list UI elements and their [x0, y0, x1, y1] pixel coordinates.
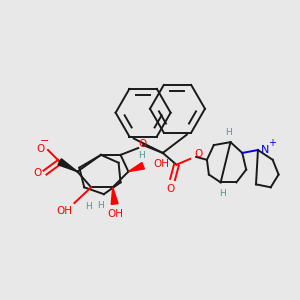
Polygon shape [128, 163, 144, 172]
Text: O: O [138, 139, 146, 149]
Text: O: O [36, 144, 44, 154]
Polygon shape [58, 159, 77, 172]
Text: −: − [40, 136, 50, 146]
Text: H: H [85, 202, 92, 211]
Text: OH: OH [57, 206, 73, 216]
Text: H: H [98, 201, 104, 210]
Text: +: + [268, 138, 276, 148]
Polygon shape [111, 187, 118, 204]
Text: H: H [225, 128, 232, 137]
Text: H: H [138, 152, 145, 160]
Text: O: O [194, 149, 202, 159]
Text: N: N [261, 145, 269, 155]
Text: OH: OH [153, 159, 169, 169]
Text: O: O [167, 184, 175, 194]
Text: H: H [219, 189, 226, 198]
Text: OH: OH [108, 209, 124, 219]
Text: O: O [33, 168, 41, 178]
